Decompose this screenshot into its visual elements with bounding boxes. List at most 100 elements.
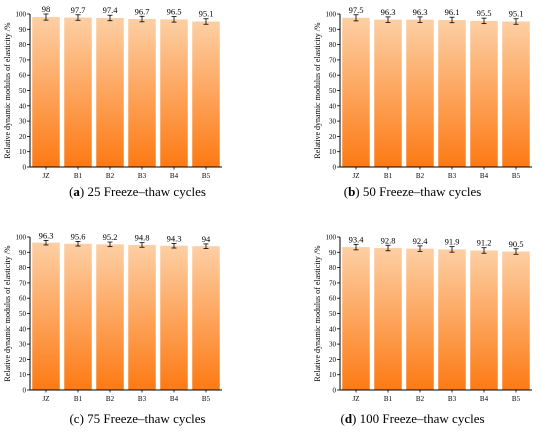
category-label: B5 xyxy=(512,172,521,180)
category-label: JZ xyxy=(43,395,50,403)
bar-jz xyxy=(342,17,370,167)
category-label: B3 xyxy=(448,172,457,180)
category-label: B3 xyxy=(138,395,147,403)
bar-b1 xyxy=(64,17,92,167)
chart-panel-c: 96.3 JZ 95.6 B1 95.2 B2 94.8 B3 94.3 B4 94 B5 0 10 20 3… xyxy=(3,230,222,403)
value-label: 95.5 xyxy=(477,8,492,18)
value-label: 91.2 xyxy=(477,238,492,248)
value-label: 95.1 xyxy=(509,9,524,19)
y-tick-label: 100 xyxy=(326,234,337,242)
bar-b2 xyxy=(406,19,434,167)
caption-d-text: 100 Freeze–thaw cycles xyxy=(359,411,485,426)
bar-b4 xyxy=(160,245,188,390)
y-tick-label: 50 xyxy=(329,310,337,318)
value-label: 97.4 xyxy=(103,5,119,15)
value-label: 96.1 xyxy=(445,7,460,17)
value-label: 97.7 xyxy=(71,5,86,15)
bar-b4 xyxy=(470,250,498,390)
value-label: 96.3 xyxy=(413,7,428,17)
y-tick-label: 10 xyxy=(19,371,27,379)
y-tick-label: 100 xyxy=(16,11,27,19)
y-tick-label: 70 xyxy=(329,279,337,287)
y-tick-label: 20 xyxy=(329,356,337,364)
bar-b2 xyxy=(96,244,124,390)
category-label: B5 xyxy=(512,395,521,403)
chart-panel-b: 97.5 JZ 96.3 B1 96.3 B2 96.1 B3 95.5 B4 95.1 B5 0 10 2… xyxy=(313,5,532,180)
caption-c-text: 75 Freeze–thaw cycles xyxy=(87,411,206,426)
value-label: 97.5 xyxy=(349,5,364,15)
bar-b5 xyxy=(192,21,220,167)
y-tick-label: 90 xyxy=(329,26,337,34)
y-axis-title: Relative dynamic modulus of elasticity /… xyxy=(313,22,322,159)
caption-a-letter: a xyxy=(73,184,80,199)
y-tick-label: 70 xyxy=(19,279,27,287)
bar-b4 xyxy=(470,20,498,167)
y-tick-label: 80 xyxy=(19,41,27,49)
y-tick-label: 40 xyxy=(329,102,337,110)
caption-d: (d) 100 Freeze–thaw cycles xyxy=(340,411,485,426)
category-label: B3 xyxy=(448,395,457,403)
category-label: B5 xyxy=(202,395,211,403)
bar-b5 xyxy=(502,251,530,390)
y-tick-label: 30 xyxy=(329,118,337,126)
y-tick-label: 70 xyxy=(19,56,27,64)
y-tick-label: 10 xyxy=(19,148,27,156)
value-label: 96.3 xyxy=(381,7,396,17)
y-tick-label: 0 xyxy=(23,387,27,395)
bar-b2 xyxy=(406,248,434,390)
y-tick-label: 70 xyxy=(329,56,337,64)
value-label: 95.2 xyxy=(103,232,118,242)
y-tick-label: 100 xyxy=(326,11,337,19)
value-label: 96.7 xyxy=(135,6,150,16)
category-label: B4 xyxy=(170,395,179,403)
y-axis-title: Relative dynamic modulus of elasticity /… xyxy=(3,22,12,159)
y-tick-label: 40 xyxy=(329,325,337,333)
value-label: 93.4 xyxy=(349,234,365,244)
y-tick-label: 50 xyxy=(19,310,27,318)
y-tick-label: 90 xyxy=(19,249,27,257)
bar-b3 xyxy=(438,249,466,390)
category-label: B2 xyxy=(106,172,115,180)
y-tick-label: 80 xyxy=(329,264,337,272)
y-axis-title: Relative dynamic modulus of elasticity /… xyxy=(3,245,12,382)
caption-b-letter: b xyxy=(348,184,356,199)
category-label: B2 xyxy=(106,395,115,403)
y-tick-label: 60 xyxy=(19,72,27,80)
y-tick-label: 60 xyxy=(329,295,337,303)
y-tick-label: 50 xyxy=(329,87,337,95)
y-tick-label: 30 xyxy=(19,341,27,349)
category-label: B1 xyxy=(384,172,393,180)
chart-panel-a: 98 JZ 97.7 B1 97.4 B2 96.7 B3 96.5 B4 95.1 B5 0 10 20 3… xyxy=(3,4,222,180)
value-label: 94.3 xyxy=(167,233,182,243)
caption-d-letter: d xyxy=(344,411,353,426)
caption-b: (b) 50 Freeze–thaw cycles xyxy=(343,184,482,199)
y-tick-label: 0 xyxy=(333,164,337,172)
y-tick-label: 90 xyxy=(19,26,27,34)
caption-c-letter: c xyxy=(73,411,80,426)
category-label: B1 xyxy=(74,395,83,403)
y-tick-label: 80 xyxy=(19,264,27,272)
y-tick-label: 10 xyxy=(329,148,337,156)
value-label: 92.8 xyxy=(381,235,396,245)
caption-a-text: 25 Freeze–thaw cycles xyxy=(87,184,206,199)
bar-b5 xyxy=(502,21,530,167)
bar-b3 xyxy=(128,19,156,167)
y-tick-label: 0 xyxy=(23,164,27,172)
bar-b5 xyxy=(192,246,220,390)
value-label: 92.4 xyxy=(413,236,429,246)
y-axis-title: Relative dynamic modulus of elasticity /… xyxy=(313,245,322,382)
category-label: JZ xyxy=(353,172,360,180)
bar-b1 xyxy=(64,243,92,390)
value-label: 90.5 xyxy=(509,239,524,249)
bar-b1 xyxy=(374,248,402,390)
value-label: 91.9 xyxy=(445,237,460,247)
category-label: JZ xyxy=(43,172,50,180)
bar-jz xyxy=(32,17,60,168)
y-tick-label: 100 xyxy=(16,234,27,242)
category-label: B3 xyxy=(138,172,147,180)
category-label: JZ xyxy=(353,395,360,403)
y-tick-label: 30 xyxy=(19,118,27,126)
y-tick-label: 80 xyxy=(329,41,337,49)
category-label: B4 xyxy=(480,395,489,403)
